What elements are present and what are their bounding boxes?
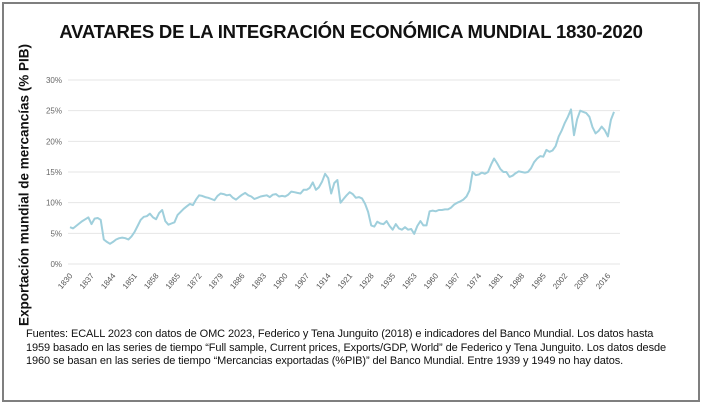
line-chart: 0%5%10%15%20%25%30%1830 1837 1844 1851 1858 1… bbox=[46, 76, 620, 291]
series-line bbox=[69, 108, 615, 245]
y-tick-label: 0% bbox=[50, 260, 62, 269]
y-tick-label: 10% bbox=[46, 199, 62, 208]
x-tick-label: 1967 bbox=[443, 271, 462, 291]
x-tick-label: 1928 bbox=[357, 271, 376, 291]
y-tick-label: 5% bbox=[50, 229, 62, 238]
x-tick-label: 1837 bbox=[78, 271, 97, 291]
y-tick-label: 15% bbox=[46, 168, 62, 177]
x-tick-label: 1858 bbox=[142, 271, 161, 291]
x-tick-label: 1981 bbox=[486, 271, 505, 291]
y-tick-label: 20% bbox=[46, 137, 62, 146]
x-tick-label: 1988 bbox=[508, 271, 527, 291]
source-note: Fuentes: ECALL 2023 con datos de OMC 202… bbox=[26, 328, 667, 367]
x-tick-label: 1921 bbox=[336, 271, 355, 291]
x-tick-label: 1960 bbox=[422, 271, 441, 291]
x-tick-label: 1830 bbox=[56, 271, 75, 291]
x-tick-label: 1886 bbox=[228, 271, 247, 291]
x-tick-label: 1851 bbox=[121, 271, 140, 291]
x-tick-label: 2002 bbox=[551, 271, 570, 291]
x-tick-label: 1995 bbox=[530, 271, 549, 291]
y-tick-label: 30% bbox=[46, 76, 62, 85]
x-tick-label: 2009 bbox=[573, 271, 592, 291]
x-tick-label: 1900 bbox=[271, 271, 290, 291]
x-tick-label: 1914 bbox=[314, 271, 333, 291]
chart-title: AVATARES DE LA INTEGRACIÓN ECONÓMICA MUN… bbox=[59, 21, 643, 42]
x-tick-label: 1844 bbox=[99, 271, 118, 291]
x-tick-label: 1935 bbox=[379, 271, 398, 291]
x-tick-label: 1879 bbox=[207, 271, 226, 291]
x-tick-label: 1974 bbox=[465, 271, 484, 291]
x-tick-label: 1865 bbox=[164, 271, 183, 291]
x-tick-label: 1953 bbox=[400, 271, 419, 291]
y-tick-label: 25% bbox=[46, 107, 62, 116]
x-tick-label: 1872 bbox=[185, 271, 204, 291]
x-tick-label: 1907 bbox=[293, 271, 312, 291]
x-tick-label: 1893 bbox=[250, 271, 269, 291]
x-tick-label: 2016 bbox=[594, 271, 613, 291]
